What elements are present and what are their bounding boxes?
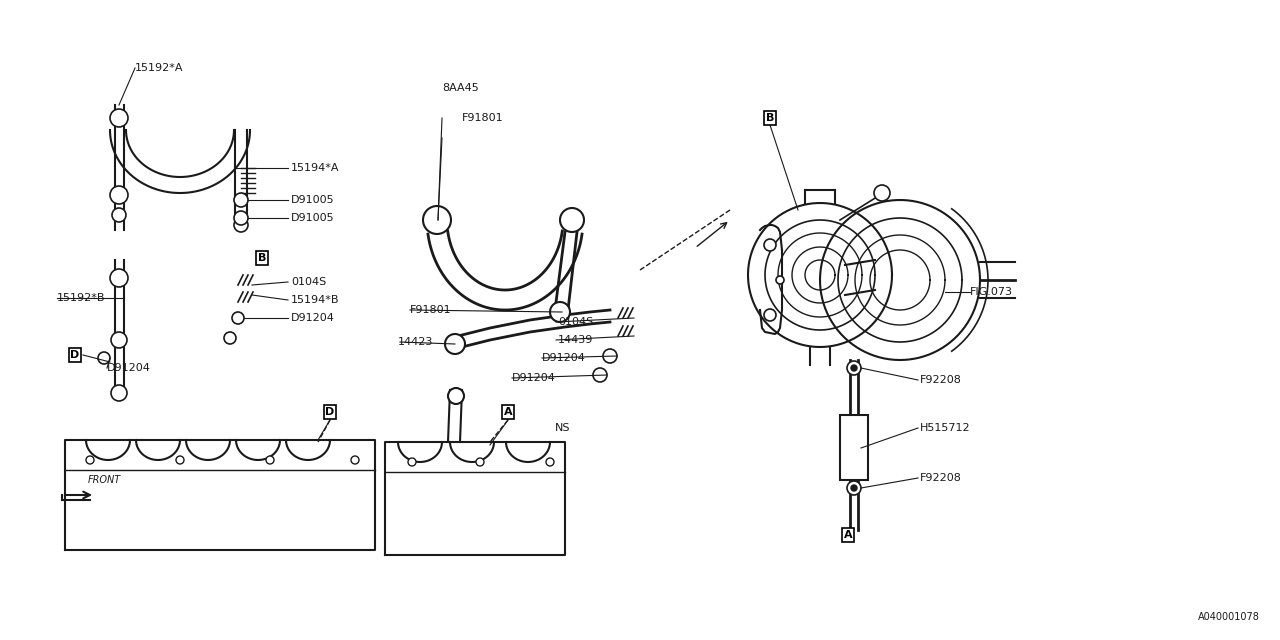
Circle shape [266,456,274,464]
Circle shape [110,186,128,204]
Circle shape [111,385,127,401]
Text: FIG.073: FIG.073 [970,287,1012,297]
Text: 8AA45: 8AA45 [442,83,479,93]
Text: F91801: F91801 [462,113,503,123]
Circle shape [99,352,110,364]
Circle shape [603,349,617,363]
Circle shape [847,361,861,375]
Text: D91204: D91204 [512,373,556,383]
Text: 15192*A: 15192*A [134,63,183,73]
Bar [840,415,868,480]
Text: 0104S: 0104S [558,317,593,327]
Circle shape [232,312,244,324]
Circle shape [561,208,584,232]
Circle shape [874,185,890,201]
Circle shape [448,388,465,404]
Text: 0104S: 0104S [291,277,326,287]
Text: A: A [504,407,512,417]
Circle shape [547,458,554,466]
Text: D91005: D91005 [291,213,334,223]
Text: NS: NS [556,423,571,433]
Circle shape [113,208,125,222]
Circle shape [776,276,783,284]
Circle shape [445,334,465,354]
Circle shape [351,456,358,464]
Circle shape [86,456,93,464]
Text: 14439: 14439 [558,335,594,345]
Circle shape [851,365,858,371]
Text: D91204: D91204 [108,363,151,373]
Circle shape [177,456,184,464]
Circle shape [408,458,416,466]
Text: D91005: D91005 [291,195,334,205]
Text: F92208: F92208 [920,375,961,385]
Text: D91204: D91204 [541,353,586,363]
Circle shape [234,211,248,225]
Text: D: D [70,350,79,360]
Text: 15192*B: 15192*B [58,293,105,303]
Text: B: B [257,253,266,263]
Text: 14423: 14423 [398,337,434,347]
Text: A040001078: A040001078 [1198,612,1260,622]
Text: 15194*B: 15194*B [291,295,339,305]
Text: 15194*A: 15194*A [291,163,339,173]
Text: FRONT: FRONT [88,475,122,485]
Text: H515712: H515712 [920,423,970,433]
Circle shape [764,309,776,321]
Circle shape [234,193,248,207]
Text: B: B [765,113,774,123]
Circle shape [234,218,248,232]
Circle shape [110,269,128,287]
Circle shape [224,332,236,344]
Circle shape [851,485,858,491]
Text: A: A [844,530,852,540]
Circle shape [550,302,570,322]
Text: D: D [325,407,334,417]
Text: D91204: D91204 [291,313,335,323]
Circle shape [111,332,127,348]
Text: F92208: F92208 [920,473,961,483]
Circle shape [764,239,776,251]
Circle shape [476,458,484,466]
Circle shape [593,368,607,382]
Circle shape [110,109,128,127]
Circle shape [422,206,451,234]
Text: F91801: F91801 [410,305,452,315]
Circle shape [847,481,861,495]
